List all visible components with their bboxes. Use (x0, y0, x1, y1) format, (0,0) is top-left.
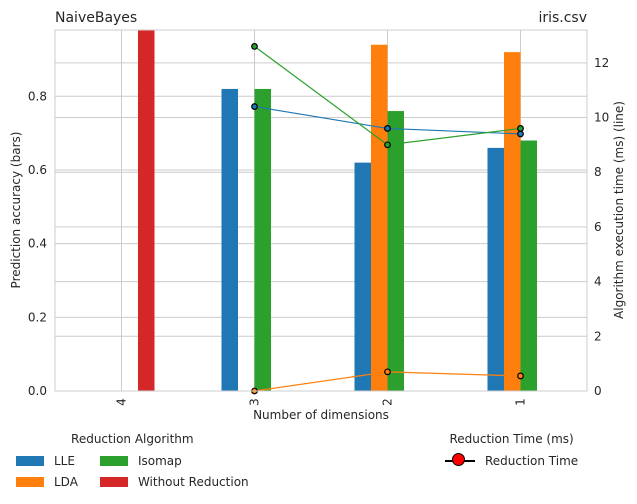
legend-label-reduction-time: Reduction Time (485, 453, 579, 468)
legend-line-marker-icon (445, 452, 475, 469)
y-tick-label: 0.8 (28, 89, 47, 103)
legend-swatch-lda (16, 476, 44, 487)
bar-lle (221, 88, 238, 391)
y2-tick-label: 6 (594, 220, 602, 234)
legend-swatch-without-reduction (99, 476, 128, 487)
y2-tick-label: 12 (594, 56, 609, 70)
legend-label-lda: LDA (54, 474, 78, 489)
time-point-isomap (384, 141, 391, 149)
legend-item-lda: LDA (16, 473, 78, 490)
legend-time: Reduction Time (ms) Reduction Time (445, 432, 578, 469)
time-point-lle (384, 125, 391, 132)
y-tick-label: 0.4 (28, 237, 47, 251)
y-tick-label: 0.2 (28, 310, 47, 324)
time-point-lle (251, 103, 258, 110)
x-tick-label: 1 (514, 398, 528, 406)
chart-title-right: iris.csv (538, 10, 587, 26)
bar-lda (504, 52, 521, 391)
legend-algorithm: Reduction Algorithm LLE Isomap LDA Witho… (16, 432, 249, 490)
time-point-isomap (251, 43, 258, 50)
bar-lle (354, 162, 371, 391)
bar-isomap (520, 140, 537, 391)
legend-item-isomap: Isomap (99, 452, 249, 469)
legend-algorithm-title: Reduction Algorithm (71, 432, 194, 446)
legend-item-reduction-time: Reduction Time (445, 452, 578, 469)
x-tick-label: 4 (115, 398, 129, 406)
plot-frame (54, 29, 588, 392)
legend-label-without-reduction: Without Reduction (137, 474, 249, 489)
legend-swatch-lle (16, 455, 44, 466)
time-point-lda (384, 368, 391, 376)
y2-tick-label: 0 (594, 384, 602, 398)
y-axis-label: Prediction accuracy (bars) (9, 132, 23, 289)
legend-item-lle: LLE (16, 452, 78, 469)
legend-item-without-reduction: Without Reduction (99, 473, 249, 490)
time-lines (251, 43, 524, 395)
chart-title-left: NaiveBayes (55, 10, 137, 26)
x-axis-label: Number of dimensions (253, 408, 389, 420)
time-point-isomap (517, 125, 524, 132)
y2-tick-label: 8 (594, 165, 602, 179)
bar-lda (371, 44, 388, 392)
legend-label-lle: LLE (54, 453, 75, 468)
bar-lle (487, 147, 504, 391)
x-tick-label: 2 (381, 398, 395, 406)
y-tick-label: 0.6 (28, 163, 47, 177)
y2-axis-label: Algorithm execution time (ms) (line) (612, 101, 626, 319)
bar-isomap (254, 88, 271, 391)
legend-swatch-isomap (99, 455, 128, 466)
y2-tick-label: 2 (594, 329, 602, 343)
time-point-lda (517, 372, 524, 380)
legend-label-isomap: Isomap (137, 453, 182, 468)
x-tick-label: 3 (248, 398, 262, 406)
y2-tick-label: 4 (594, 275, 602, 289)
y-tick-label: 0.0 (28, 384, 47, 398)
bar-without-reduction (138, 30, 155, 391)
tick-labels: 4 3 2 1 0.0 0.2 0.4 0.6 0.8 0 2 4 6 8 10 12 (28, 56, 609, 406)
bars (138, 30, 537, 392)
y2-tick-label: 10 (594, 111, 609, 125)
time-point-lle (517, 130, 524, 138)
legend-time-title: Reduction Time (ms) (449, 432, 574, 446)
bar-isomap (387, 111, 404, 391)
